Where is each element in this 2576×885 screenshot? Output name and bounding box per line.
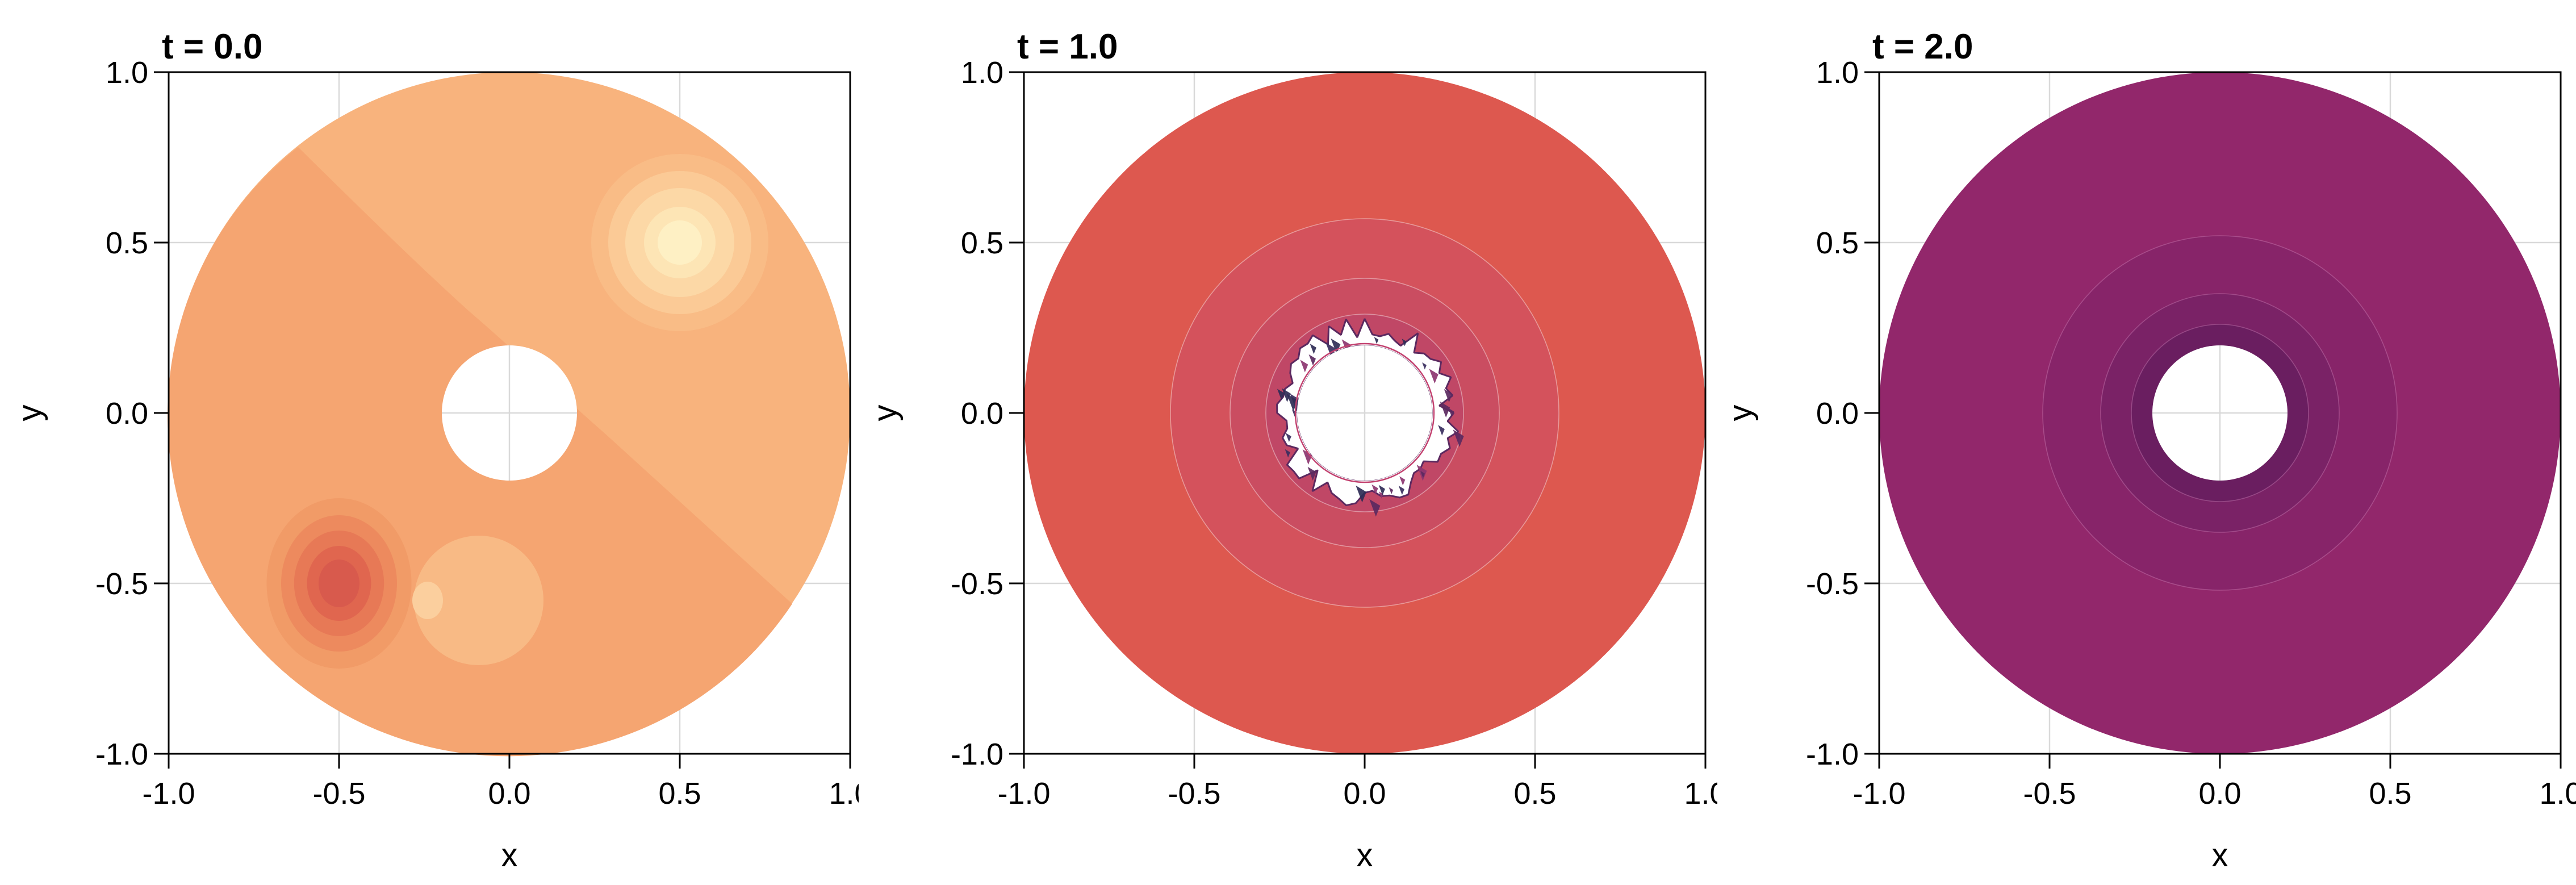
x-axis-label: x [501,837,518,874]
y-tick-label: -0.5 [95,567,148,601]
x-tick-label: -1.0 [997,777,1050,811]
y-tick-label: -1.0 [951,737,1003,771]
x-tick-label: 0.0 [488,777,530,811]
x-tick-label: 0.5 [658,777,701,811]
y-tick-label: 0.5 [1816,226,1859,260]
x-tick-label: 1.0 [2539,777,2576,811]
x-tick-label: -0.5 [1168,777,1220,811]
x-tick-label: -0.5 [312,777,365,811]
y-tick-label: -0.5 [951,567,1003,601]
x-tick-label: -1.0 [1852,777,1905,811]
contour-plot-0: -1.0 -0.5 0.0 0.5 1.0 1.0 0.5 0.0 -0.5 -1.0 t = 0.… [11,27,859,874]
panel-t0: -1.0 -0.5 0.0 0.5 1.0 1.0 0.5 0.0 -0.5 -1.0 t = 0.… [0,0,859,885]
y-tick-label: 0.5 [106,226,148,260]
y-tick-label: 0.0 [961,396,1003,431]
y-tick-label: 0.5 [961,226,1003,260]
y-tick-label: 1.0 [961,56,1003,90]
panel-t1: -1.0 -0.5 0.0 0.5 1.0 1.0 0.5 0.0 -0.5 -1.0 t = 1.… [859,0,1717,885]
panel-t2: -1.0 -0.5 0.0 0.5 1.0 1.0 0.5 0.0 -0.5 -1.0 t = 2.… [1717,0,2576,885]
y-tick-label: -0.5 [1806,567,1859,601]
y-tick-label: 1.0 [106,56,148,90]
x-tick-label: 0.0 [1343,777,1386,811]
panel-title: t = 1.0 [1017,27,1118,66]
y-tick-label: 0.0 [1816,396,1859,431]
x-axis-label: x [1357,837,1373,874]
x-tick-label: 0.5 [1513,777,1556,811]
y-tick-label: 0.0 [106,396,148,431]
x-tick-label: 1.0 [1684,777,1717,811]
y-tick-label: 1.0 [1816,56,1859,90]
y-tick-label: -1.0 [95,737,148,771]
panel-title: t = 2.0 [1872,27,1973,66]
y-axis-label: y [1722,405,1759,421]
contour-plot-2: -1.0 -0.5 0.0 0.5 1.0 1.0 0.5 0.0 -0.5 -1.0 t = 2.… [1722,27,2576,874]
panel-title: t = 0.0 [162,27,263,66]
x-tick-label: 1.0 [829,777,859,811]
x-tick-label: -1.0 [142,777,195,811]
x-tick-label: 0.0 [2198,777,2241,811]
x-tick-label: -0.5 [2023,777,2076,811]
y-axis-label: y [867,405,904,421]
contour-plot-1: -1.0 -0.5 0.0 0.5 1.0 1.0 0.5 0.0 -0.5 -1.0 t = 1.… [867,27,1717,874]
y-axis-label: y [11,405,48,421]
y-tick-label: -1.0 [1806,737,1859,771]
x-tick-label: 0.5 [2369,777,2411,811]
x-axis-label: x [2212,837,2228,874]
